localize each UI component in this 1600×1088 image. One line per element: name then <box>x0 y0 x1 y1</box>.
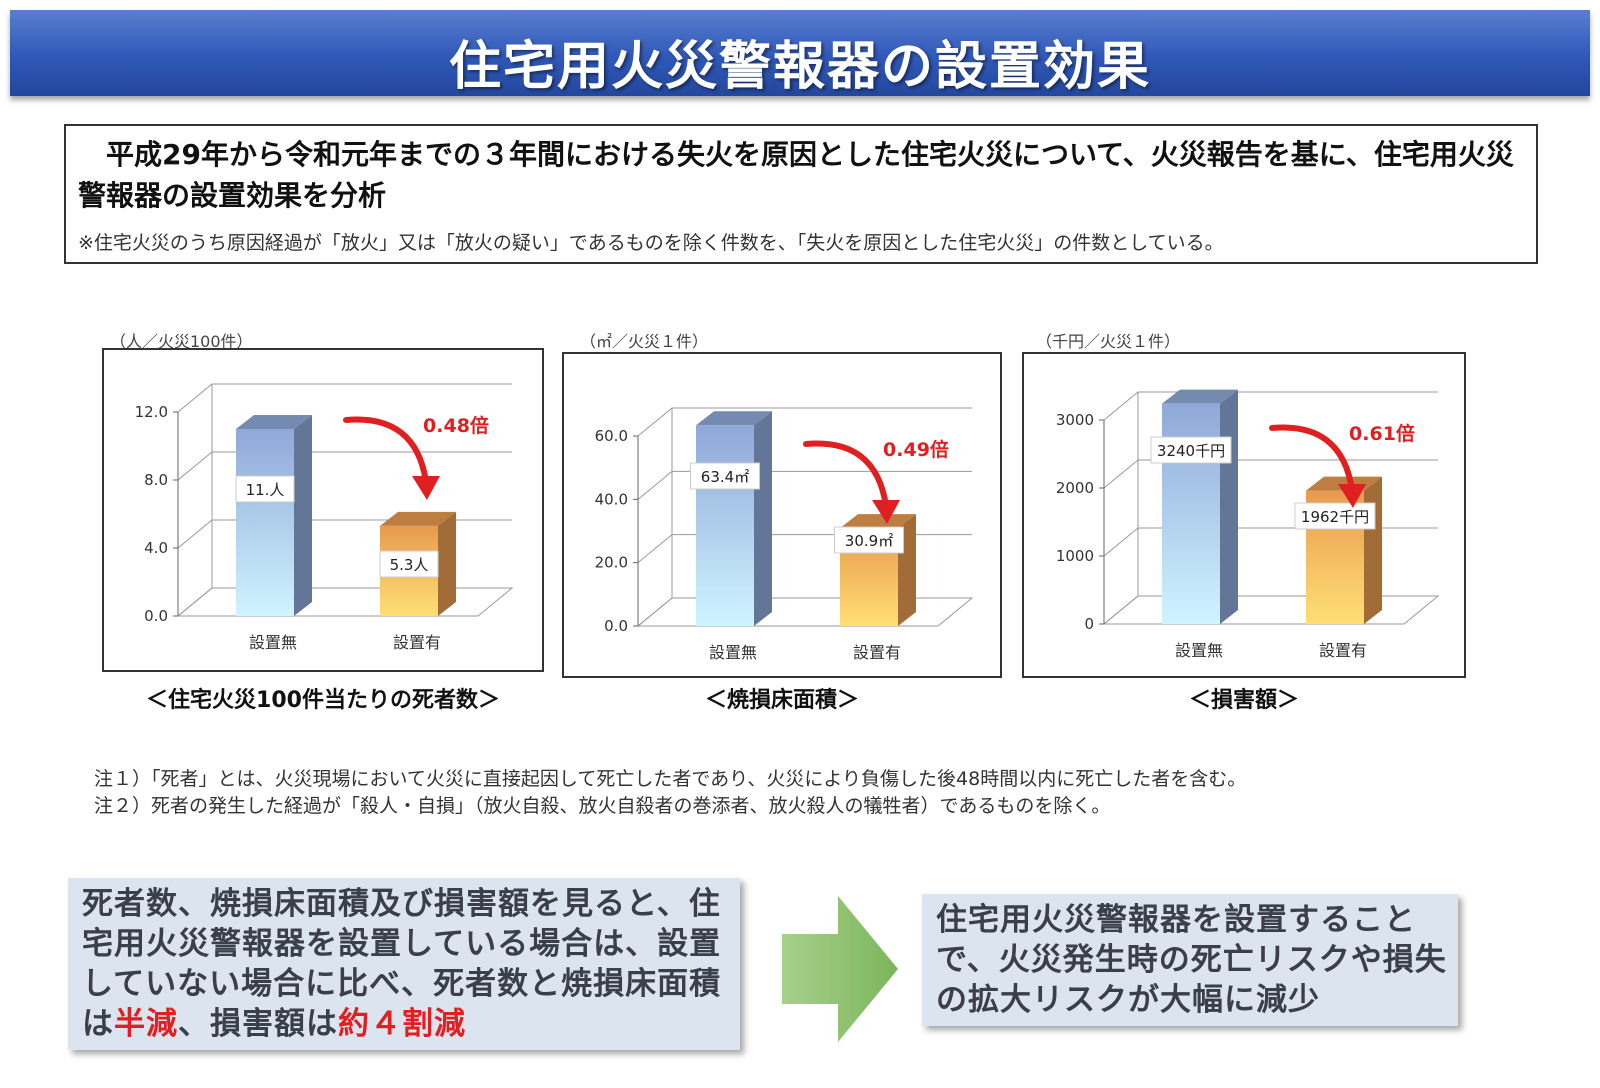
data-label-bg <box>834 526 904 554</box>
x-category-label: 設置無 <box>709 643 757 662</box>
notes: 注１）「死者」とは、火災現場において火災に直接起因して死亡した者であり、火災によ… <box>94 766 1454 820</box>
conclusion-left-mid: 、損害額は <box>178 1006 338 1042</box>
decrease-arrow <box>803 440 889 509</box>
chart-1-unit: （人／火災100件） <box>110 332 253 351</box>
y-tick-label: 20.0 <box>595 554 628 572</box>
conclusion-left-box: 死者数、焼損床面積及び損害額を見ると、住宅用火災警報器を設置している場合は、設置… <box>68 878 740 1050</box>
data-label-bg <box>1150 436 1232 464</box>
y-tick-label: 0.0 <box>144 607 168 625</box>
y-tick-label: 8.0 <box>144 471 168 489</box>
gridline <box>637 407 972 437</box>
chart-3-caption: ＜損害額＞ <box>1188 688 1299 713</box>
ratio-label: 0.61倍 <box>1349 422 1415 445</box>
floor-plane <box>176 587 514 617</box>
bar-side <box>438 511 456 616</box>
chart-1-frame: 0.0 4.0 8.0 12.0 11.人設置無 5.3人設置有 0.48倍 <box>102 348 544 672</box>
page-title: 住宅用火災警報器の設置効果 <box>448 37 1151 97</box>
bar-top <box>840 514 916 529</box>
ratio-label: 0.48倍 <box>423 414 489 437</box>
gridline <box>637 597 972 627</box>
chart-3-frame: 0 1000 2000 3000 3240千円設置無 1962千円設置有 0.61倍 <box>1022 352 1466 678</box>
data-label: 30.9㎡ <box>845 532 893 550</box>
chart-2-unit: （㎡／火災１件） <box>580 332 709 351</box>
gridline <box>637 534 972 564</box>
conclusion-right-box: 住宅用火災警報器を設置することで、火災発生時の死亡リスクや損失の拡大リスクが大幅… <box>922 894 1458 1026</box>
y-tick-label: 60.0 <box>595 427 628 445</box>
data-label-bg <box>235 475 295 503</box>
conclusion-left-text: 死者数、焼損床面積及び損害額を見ると、住宅用火災警報器を設置している場合は、設置… <box>82 884 730 1044</box>
y-tick-label: 40.0 <box>595 490 628 508</box>
gridline <box>177 519 512 549</box>
data-label: 11.人 <box>246 481 285 499</box>
conclusion-right-text: 住宅用火災警報器を設置することで、火災発生時の死亡リスクや損失の拡大リスクが大幅… <box>936 902 1447 1018</box>
bar-side <box>1364 476 1382 624</box>
y-tick-label: 0.0 <box>604 617 628 635</box>
data-label-bg <box>690 462 760 490</box>
bar-without-alarm <box>236 429 294 616</box>
y-tick-label: 2000 <box>1056 479 1094 497</box>
data-label-bg <box>1294 502 1376 530</box>
data-label: 1962千円 <box>1301 508 1369 526</box>
data-label-bg <box>379 550 439 578</box>
x-category-label: 設置有 <box>1319 641 1367 660</box>
y-tick-label: 3000 <box>1056 411 1094 429</box>
x-category-label: 設置無 <box>249 633 297 652</box>
summary-box: 平成29年から令和元年までの３年間における失火を原因とした住宅火災について、火災… <box>64 124 1538 264</box>
chart-2-caption: ＜焼損床面積＞ <box>704 688 859 713</box>
data-label: 3240千円 <box>1157 442 1225 460</box>
chart-1-caption: ＜住宅火災100件当たりの死者数＞ <box>146 688 500 713</box>
bar-without-alarm <box>696 425 754 626</box>
bar-side <box>754 411 772 626</box>
gridline <box>1103 595 1438 625</box>
summary-note: ※住宅火災のうち原因経過が「放火」又は「放火の疑い」であるものを除く件数を、「失… <box>78 232 1224 254</box>
x-category-label: 設置有 <box>393 633 441 652</box>
gridline <box>637 470 972 500</box>
x-category-label: 設置有 <box>853 643 901 662</box>
gridline <box>177 587 512 617</box>
bar-top <box>1162 389 1238 404</box>
title-banner: 住宅用火災警報器の設置効果 <box>10 10 1590 97</box>
bar-top <box>236 415 312 429</box>
summary-text: 平成29年から令和元年までの３年間における失火を原因とした住宅火災について、火災… <box>78 138 1514 212</box>
gridline <box>1103 391 1438 421</box>
y-tick-label: 1000 <box>1056 547 1094 565</box>
conclusion-left-pre: 死者数、焼損床面積及び損害額を見ると、住宅用火災警報器を設置している場合は、設置… <box>82 886 722 1042</box>
gridline <box>177 383 512 413</box>
y-tick-label: 4.0 <box>144 539 168 557</box>
decrease-arrowhead <box>412 476 440 500</box>
bar-top <box>380 511 456 526</box>
decrease-arrow <box>343 416 429 485</box>
note-1: 注１）「死者」とは、火災現場において火災に直接起因して死亡した者であり、火災によ… <box>94 768 1247 790</box>
bar-top <box>696 411 772 426</box>
floor-plane <box>636 597 974 627</box>
data-label: 63.4㎡ <box>701 468 749 486</box>
decrease-arrowhead <box>872 500 900 524</box>
floor-plane <box>1102 595 1440 625</box>
ratio-label: 0.49倍 <box>883 438 949 461</box>
gridline <box>1103 459 1438 489</box>
y-tick-label: 0 <box>1084 615 1094 633</box>
data-label: 5.3人 <box>390 556 429 574</box>
bar-side <box>1220 389 1238 624</box>
decrease-arrow <box>1269 424 1355 493</box>
x-category-label: 設置無 <box>1175 641 1223 660</box>
y-tick-label: 12.0 <box>135 403 168 421</box>
decrease-arrowhead <box>1338 484 1366 508</box>
bar-side <box>294 415 312 616</box>
right-arrow-icon <box>782 896 898 1042</box>
highlight-forty-percent: 約４割減 <box>338 1006 466 1042</box>
gridline <box>1103 527 1438 557</box>
chart-3-unit: （千円／火災１件） <box>1036 332 1181 351</box>
gridline <box>177 451 512 481</box>
note-2: 注２）死者の発生した経過が「殺人・自損」（放火自殺、放火自殺者の巻添者、放火殺人… <box>94 795 1111 817</box>
highlight-halved: 半減 <box>114 1006 178 1042</box>
